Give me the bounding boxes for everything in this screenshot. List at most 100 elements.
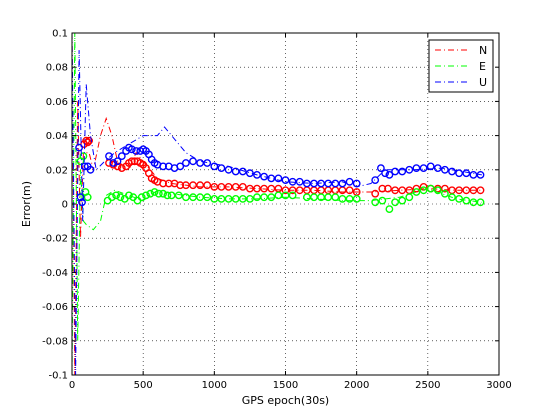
x-axis-label: GPS epoch(30s) (242, 394, 329, 407)
y-axis-label: Error(m) (20, 181, 33, 227)
data-point (476, 186, 485, 195)
data-point (217, 164, 226, 173)
data-point (137, 193, 146, 202)
data-point (440, 189, 449, 198)
data-point (448, 193, 456, 202)
data-point (433, 186, 442, 195)
y-tick-label: -0.06 (42, 302, 68, 313)
data-point (381, 169, 389, 178)
data-point (462, 196, 471, 205)
y-tick-label: -0.02 (42, 234, 68, 245)
data-point (86, 165, 95, 174)
data-point (345, 194, 354, 203)
data-point (260, 172, 268, 181)
data-point (217, 182, 226, 191)
legend-label: U (479, 76, 487, 89)
data-point (245, 184, 254, 193)
data-point (419, 186, 428, 195)
legend-label: N (479, 44, 487, 57)
data-point (181, 181, 190, 190)
data-point (376, 164, 385, 173)
data-point (274, 191, 283, 200)
legend-item: U (435, 76, 487, 89)
data-point (317, 193, 325, 202)
data-point (412, 184, 421, 193)
data-point (210, 162, 219, 171)
data-point (398, 196, 407, 205)
x-tick-label: 2500 (415, 380, 440, 391)
data-point (288, 186, 297, 195)
data-point (117, 164, 126, 173)
data-point (302, 179, 311, 188)
legend-item: N (435, 44, 487, 57)
data-point (189, 193, 197, 202)
data-point (260, 184, 268, 193)
data-point (295, 186, 304, 195)
data-point (371, 189, 380, 198)
data-point (412, 188, 421, 196)
data-point (146, 189, 155, 198)
data-point (105, 152, 113, 161)
x-tick-label: 0 (69, 380, 75, 391)
data-point (317, 179, 325, 188)
data-point (274, 174, 283, 183)
x-tick-label: 2000 (344, 380, 369, 391)
y-tick-label: -0.04 (42, 268, 68, 279)
legend-label: E (479, 60, 486, 73)
data-point (238, 167, 247, 176)
data-point (260, 193, 268, 202)
data-point (76, 193, 85, 202)
data-point (108, 193, 116, 202)
data-point (150, 188, 159, 196)
data-point (113, 157, 122, 166)
data-point (159, 179, 168, 188)
y-tick-label: -0.08 (42, 336, 68, 347)
data-point (163, 191, 172, 200)
data-point (338, 194, 347, 203)
data-point (405, 193, 414, 202)
data-point (267, 193, 276, 202)
y-tick-label: 0.1 (52, 29, 68, 40)
data-point (310, 193, 318, 202)
data-point (426, 184, 435, 193)
data-point (440, 184, 449, 193)
data-point (217, 194, 226, 203)
data-point (398, 167, 407, 176)
data-point (224, 165, 233, 174)
data-point (231, 194, 240, 203)
data-point (142, 191, 150, 200)
data-point (338, 179, 347, 188)
data-point (127, 145, 136, 154)
data-point (391, 167, 399, 176)
data-point (167, 191, 176, 200)
data-point (159, 189, 168, 198)
data-point (174, 191, 183, 200)
data-point (352, 194, 361, 203)
ticks: 0 500 1000 1500 2000 2500 3000 -0.1 -0.08 -0.06 -0… (42, 29, 512, 392)
data-point (109, 159, 118, 167)
data-point (345, 177, 354, 186)
x-tick-label: 1000 (202, 380, 227, 391)
data-point (391, 198, 399, 207)
data-point (391, 186, 399, 195)
x-tick-label: 3000 (486, 380, 511, 391)
x-tick-label: 1500 (273, 380, 298, 391)
data-point (462, 169, 471, 178)
data-point (245, 169, 254, 178)
data-point (181, 159, 190, 167)
data-point (176, 181, 185, 190)
data-point (433, 164, 442, 173)
data-point (455, 186, 463, 195)
data-point (310, 179, 318, 188)
series-line (72, 33, 482, 375)
data-point (419, 164, 428, 173)
data-point (288, 191, 297, 200)
legend-item: E (435, 60, 486, 73)
data-point (79, 152, 88, 161)
data-point (412, 164, 421, 173)
data-point (127, 157, 136, 166)
data-point (302, 193, 311, 202)
data-point (176, 162, 185, 171)
data-point (455, 169, 463, 178)
data-point (469, 198, 478, 207)
